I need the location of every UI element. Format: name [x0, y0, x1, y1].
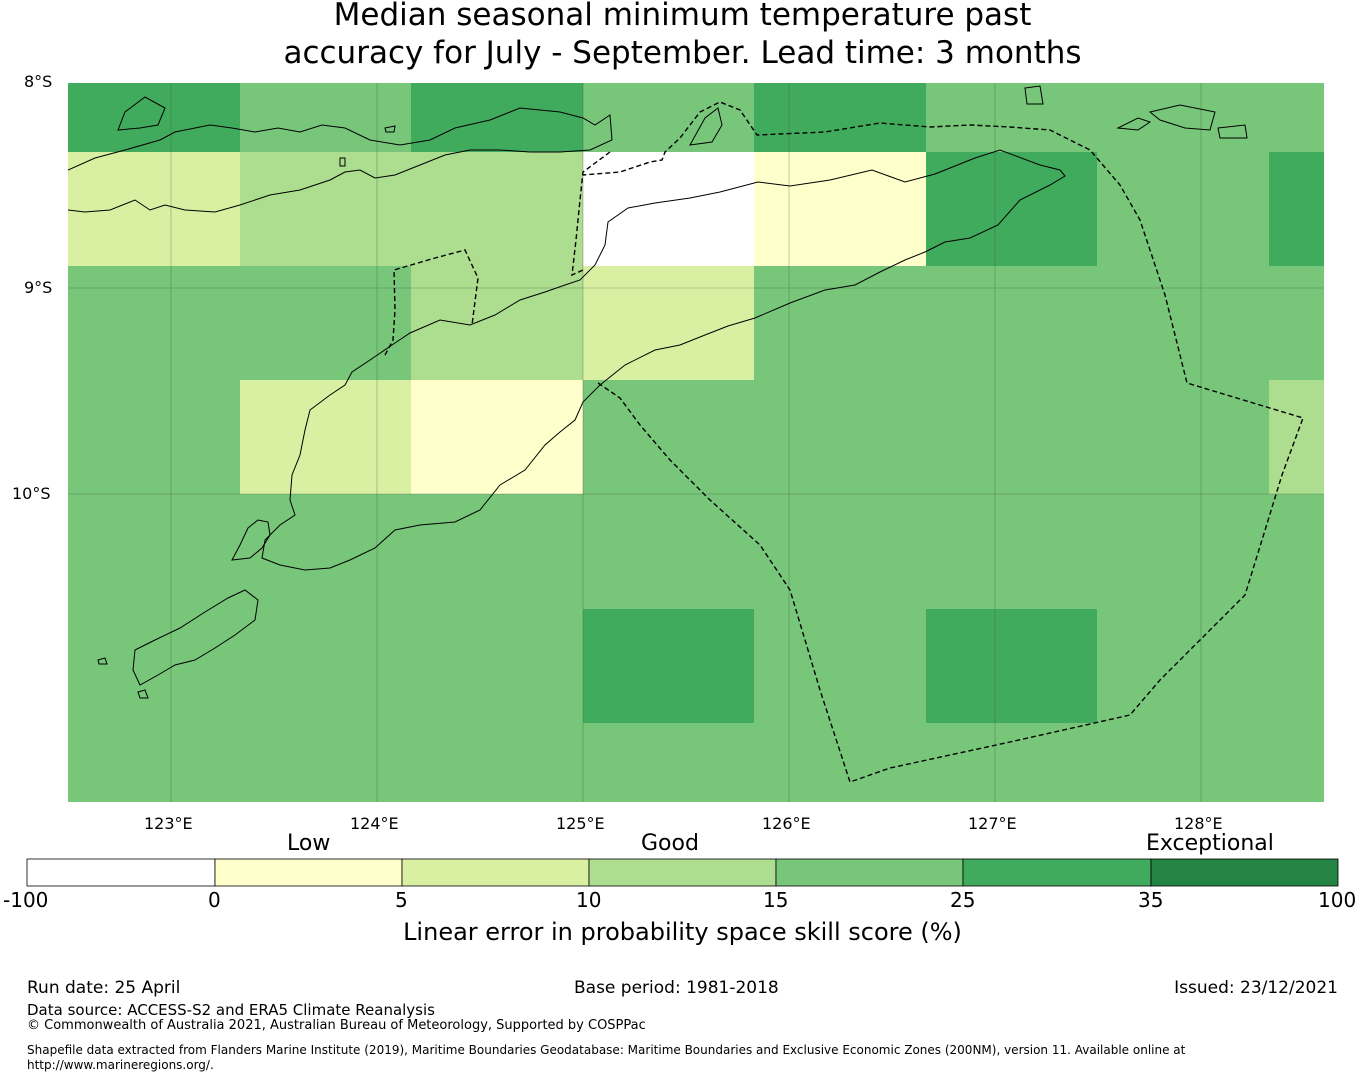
grid-cell [1269, 152, 1324, 266]
colorbar-tick-label: 0 [208, 888, 221, 912]
island-coastline [97, 657, 108, 665]
island-coastline [1148, 104, 1216, 131]
grid-cell [411, 380, 583, 494]
base-period: Base period: 1981-2018 [574, 978, 779, 998]
lon-label: 123°E [144, 814, 193, 833]
eez-boundary-line [571, 151, 611, 277]
rote-island-coastline [231, 519, 271, 561]
colorbar-segment [214, 858, 403, 887]
run-date: Run date: 25 April [27, 978, 181, 998]
lat-label: 8°S [24, 72, 53, 91]
grid-cell [68, 83, 240, 152]
grid-cell [754, 152, 926, 266]
island-coastline [689, 107, 723, 146]
grid-cell [583, 152, 754, 266]
legend-category-good: Good [641, 831, 699, 856]
lat-label: 9°S [24, 278, 53, 297]
colorbar-tick-label: 100 [1318, 888, 1357, 912]
sawu-island-coastline [132, 589, 259, 686]
grid-cell [583, 609, 754, 723]
island-coastline [339, 157, 346, 167]
colorbar-segment [775, 858, 964, 887]
data-source: Data source: ACCESS-S2 and ERA5 Climate … [27, 1001, 435, 1019]
grid-cell [926, 609, 1097, 723]
shapefile-credit: Shapefile data extracted from Flanders M… [27, 1043, 1186, 1057]
map-title-line-1: Median seasonal minimum temperature past [333, 0, 1032, 33]
island-coastline [117, 96, 166, 131]
maritime-boundary [384, 101, 1304, 783]
northern-islands-coastline [68, 107, 613, 213]
timor-sea-boundary-line [582, 101, 1304, 783]
colorbar-tick-label: -100 [3, 888, 49, 912]
colorbar-segment [401, 858, 590, 887]
island-coastline [137, 689, 149, 699]
grid-cell [583, 266, 754, 380]
colorbar-tick-label: 5 [395, 888, 408, 912]
lon-label: 124°E [350, 814, 399, 833]
legend-category-exceptional: Exceptional [1146, 831, 1274, 856]
lon-label: 127°E [968, 814, 1017, 833]
graticule [68, 83, 1324, 802]
map-title-line-2: accuracy for July - September. Lead time… [283, 35, 1082, 71]
grid-cell [411, 266, 583, 380]
island-coastline [384, 125, 396, 133]
island-coastline [1024, 85, 1044, 105]
issued-date: Issued: 23/12/2021 [1174, 978, 1338, 998]
colorbar [26, 858, 1339, 887]
colorbar-segment [1150, 858, 1339, 887]
island-coastline [1116, 117, 1152, 131]
colorbar-tick-label: 35 [1138, 888, 1164, 912]
colorbar-tick-label: 10 [576, 888, 602, 912]
oecusse-boundary-line [384, 249, 479, 356]
lat-label: 10°S [12, 484, 51, 503]
colorbar-segment [26, 858, 216, 887]
grid-cell [240, 152, 583, 266]
lon-label: 126°E [762, 814, 811, 833]
legend-category-low: Low [287, 831, 331, 856]
timor-island-coastline [261, 149, 1066, 571]
copyright: © Commonwealth of Australia 2021, Austra… [27, 1018, 646, 1033]
grid-cell [754, 83, 926, 152]
colorbar-tick-label: 25 [950, 888, 976, 912]
lon-label: 125°E [556, 814, 605, 833]
colorbar-segment [962, 858, 1152, 887]
colorbar-tick-label: 15 [763, 888, 789, 912]
island-coastline [1217, 124, 1248, 139]
shapefile-url: http://www.marineregions.org/. [27, 1058, 214, 1072]
colorbar-segment [588, 858, 777, 887]
grid-cell [240, 380, 411, 494]
colorbar-label: Linear error in probability space skill … [403, 918, 962, 946]
lon-label: 128°E [1174, 814, 1223, 833]
coastline [68, 85, 1248, 699]
